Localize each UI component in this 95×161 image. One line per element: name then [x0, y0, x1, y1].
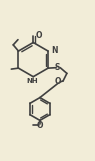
Text: N: N	[51, 46, 57, 55]
Text: O: O	[37, 121, 43, 130]
Text: O: O	[36, 31, 42, 40]
Text: S: S	[55, 63, 60, 72]
Text: NH: NH	[27, 78, 38, 84]
Text: O: O	[55, 77, 62, 86]
